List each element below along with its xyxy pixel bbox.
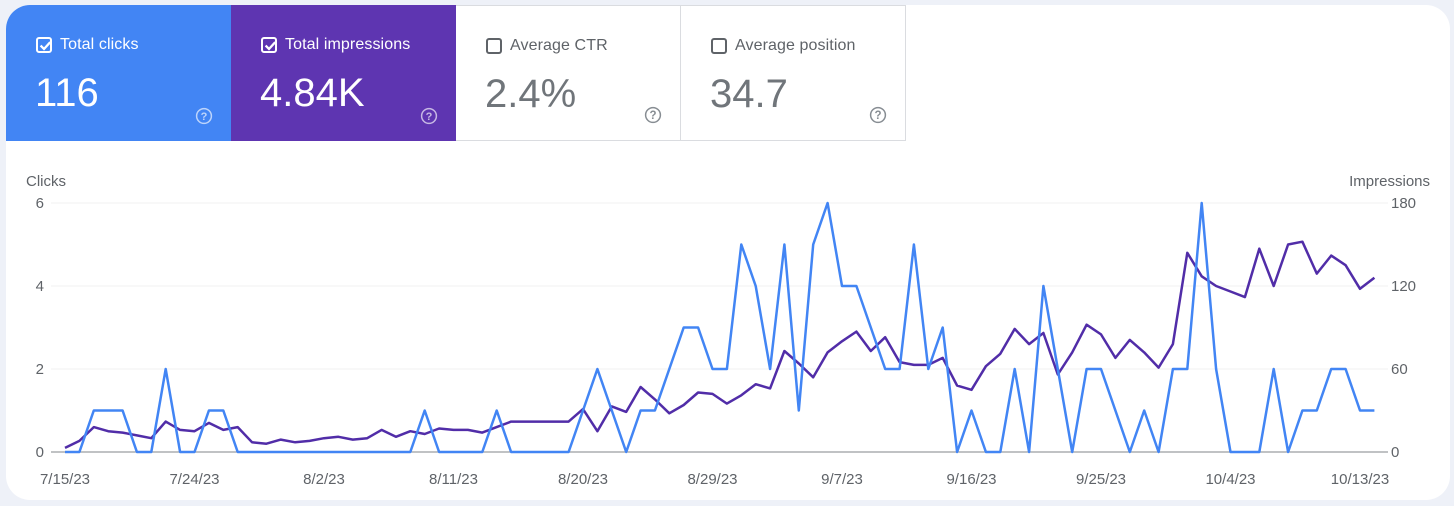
svg-text:?: ? [649, 110, 656, 122]
svg-text:?: ? [426, 111, 433, 123]
svg-text:?: ? [874, 110, 881, 122]
svg-text:?: ? [201, 111, 208, 123]
